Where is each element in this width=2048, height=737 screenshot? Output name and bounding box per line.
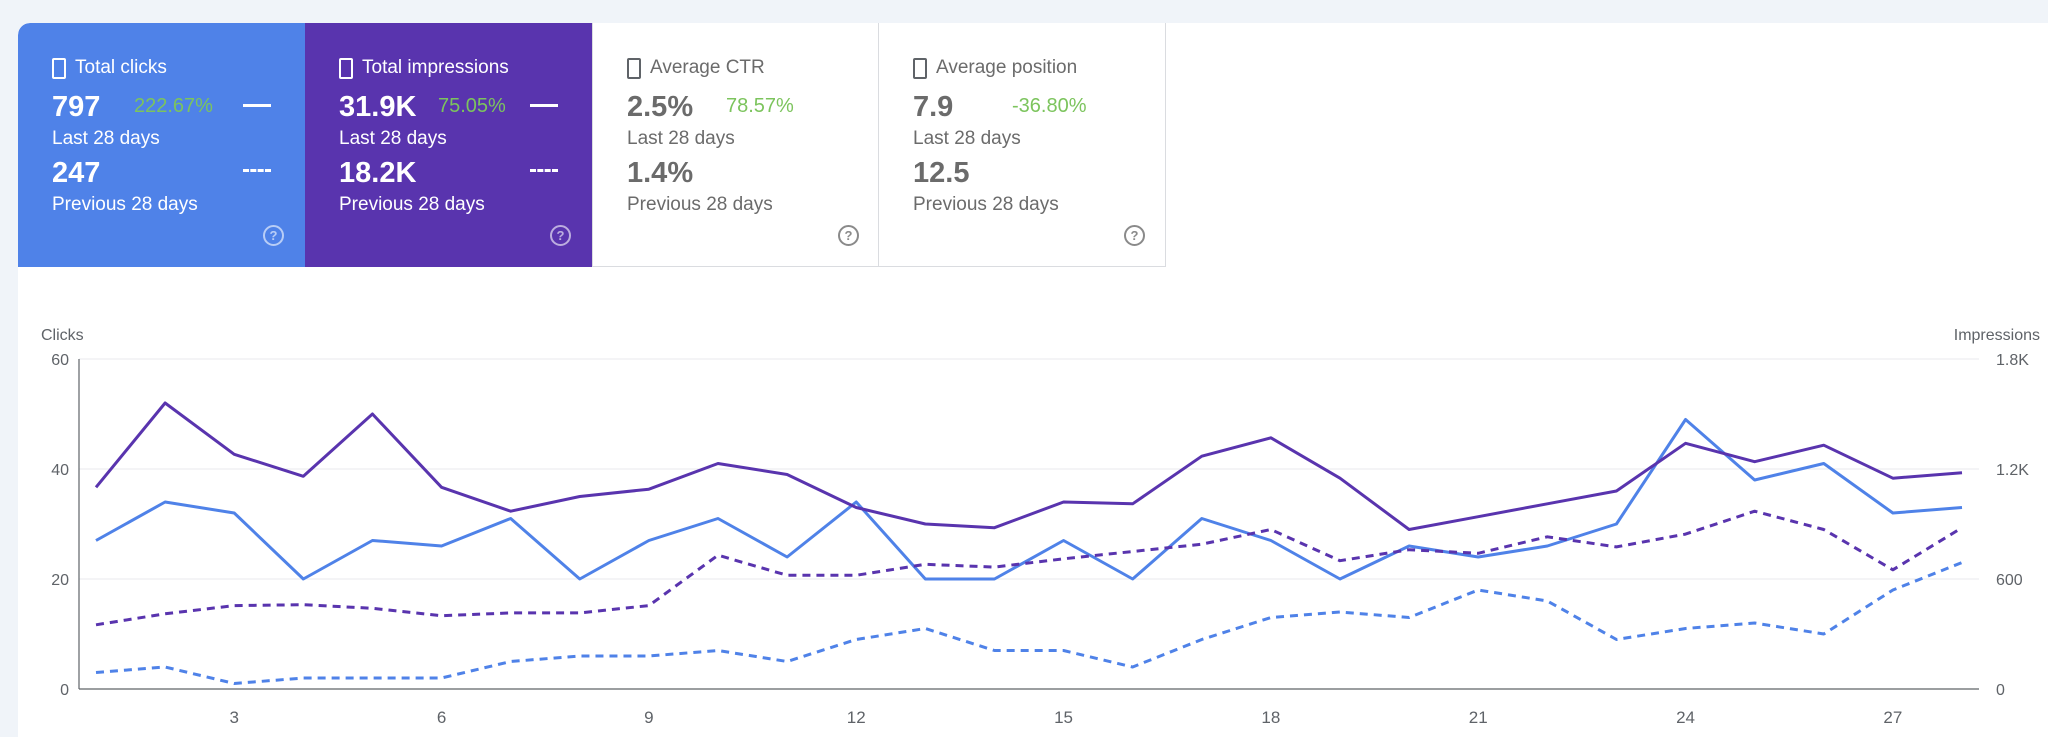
help-circle-icon[interactable]: ? [838, 225, 859, 246]
dashed-line-legend-icon [530, 169, 558, 172]
card-title: Average position [936, 57, 1078, 78]
x-tick-label: 15 [1054, 708, 1073, 727]
previous-value: 12.5 [913, 157, 970, 189]
previous-period-label: Previous 28 days [52, 194, 198, 215]
average-ctr-card[interactable]: Average CTR 2.5% 78.57% Last 28 days 1.4… [592, 23, 879, 267]
line-chart[interactable]: Clicks Impressions 0 0 20 600 40 1.2K 60 1.8K 3 6 9 1… [18, 301, 2048, 737]
card-header: Total impressions [339, 57, 509, 79]
change-percent: 78.57% [726, 95, 794, 117]
current-period-label: Last 28 days [339, 128, 447, 149]
current-value: 797 [52, 91, 101, 123]
change-percent: 222.67% [134, 95, 213, 117]
help-circle-icon[interactable]: ? [263, 225, 284, 246]
card-title: Total impressions [362, 57, 509, 78]
card-header: Total clicks [52, 57, 167, 79]
help-circle-icon[interactable]: ? [1124, 225, 1145, 246]
total-impressions-card[interactable]: Total impressions 31.9K 75.05% Last 28 d… [305, 23, 592, 267]
y-axis-left-title: Clicks [41, 327, 84, 344]
previous-value: 1.4% [627, 157, 694, 189]
y-tick-left: 20 [51, 572, 69, 589]
current-value: 31.9K [339, 91, 417, 123]
checkbox-icon[interactable] [339, 57, 353, 79]
x-tick-label: 3 [229, 708, 238, 727]
series-line-impressions_previous [95, 509, 1963, 627]
series-line-clicks_previous [95, 561, 1963, 685]
checkbox-icon[interactable] [913, 57, 927, 79]
y-tick-right: 600 [1996, 572, 2023, 589]
series-line-impressions_current [94, 401, 1963, 531]
change-percent: 75.05% [438, 95, 506, 117]
checkbox-icon[interactable] [627, 57, 641, 79]
checkbox-icon[interactable] [52, 57, 66, 79]
card-header: Average CTR [627, 57, 765, 79]
y-tick-right: 1.8K [1996, 352, 2029, 369]
x-tick-label: 18 [1261, 708, 1280, 727]
current-value: 2.5% [627, 91, 694, 123]
series-line-clicks_current [95, 418, 1963, 581]
current-period-label: Last 28 days [627, 128, 735, 149]
card-header: Average position [913, 57, 1077, 79]
average-position-card[interactable]: Average position 7.9 -36.80% Last 28 day… [879, 23, 1166, 267]
x-tick-label: 9 [644, 708, 653, 727]
dashed-line-legend-icon [243, 169, 271, 172]
previous-value: 247 [52, 157, 101, 189]
y-tick-right: 0 [1996, 682, 2005, 699]
solid-line-legend-icon [243, 104, 271, 107]
x-tick-label: 12 [847, 708, 866, 727]
help-circle-icon[interactable]: ? [550, 225, 571, 246]
x-tick-label: 27 [1883, 708, 1902, 727]
solid-line-legend-icon [530, 104, 558, 107]
change-percent: -36.80% [1012, 95, 1087, 117]
previous-period-label: Previous 28 days [913, 194, 1059, 215]
metric-cards: Total clicks 797 222.67% Last 28 days 24… [18, 23, 1166, 267]
x-tick-label: 24 [1676, 708, 1695, 727]
total-clicks-card[interactable]: Total clicks 797 222.67% Last 28 days 24… [18, 23, 305, 267]
previous-period-label: Previous 28 days [339, 194, 485, 215]
previous-period-label: Previous 28 days [627, 194, 773, 215]
previous-value: 18.2K [339, 157, 417, 189]
x-tick-label: 21 [1469, 708, 1488, 727]
y-tick-left: 0 [60, 682, 69, 699]
current-period-label: Last 28 days [913, 128, 1021, 149]
current-period-label: Last 28 days [52, 128, 160, 149]
card-title: Total clicks [75, 57, 167, 78]
current-value: 7.9 [913, 91, 954, 123]
performance-panel: Total clicks 797 222.67% Last 28 days 24… [18, 23, 2048, 737]
x-tick-label: 6 [437, 708, 446, 727]
card-title: Average CTR [650, 57, 765, 78]
y-tick-right: 1.2K [1996, 462, 2029, 479]
y-tick-left: 40 [51, 462, 69, 479]
y-axis-right-title: Impressions [1954, 327, 2040, 344]
performance-chart[interactable]: Clicks Impressions 0 0 20 600 40 1.2K 60 1.8K 3 6 9 1… [18, 301, 2048, 737]
y-tick-left: 60 [51, 352, 69, 369]
